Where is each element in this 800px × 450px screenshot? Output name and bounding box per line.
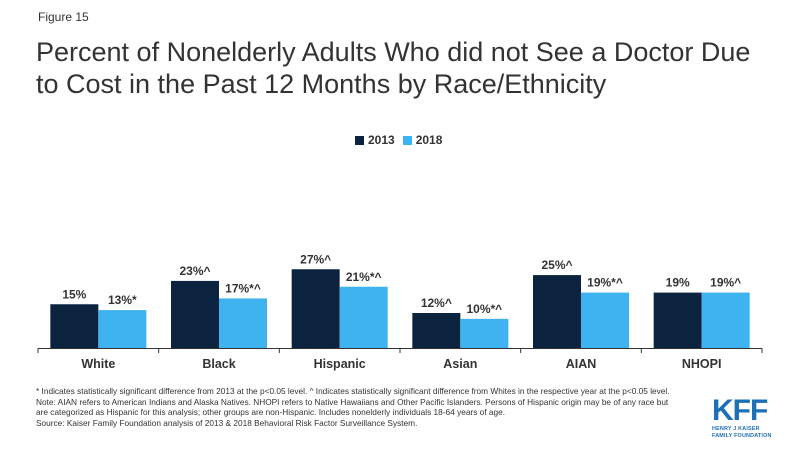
x-tick-label-hispanic: Hispanic (314, 357, 366, 371)
x-tick-label-black: Black (202, 357, 235, 371)
footnote-source: Source: Kaiser Family Foundation analysi… (36, 417, 418, 428)
data-label-asian-2018: 10%*^ (466, 302, 502, 316)
bar-white-2013 (50, 304, 99, 348)
bar-hispanic-2018 (339, 286, 388, 348)
data-label-aian-2018: 19%*^ (587, 276, 623, 290)
data-label-hispanic-2018: 21%*^ (346, 270, 382, 284)
x-tick-label-aian: AIAN (566, 357, 597, 371)
chart-legend: 2013 2018 (355, 133, 450, 147)
data-label-nhopi-2013: 19% (666, 276, 690, 290)
data-label-white-2018: 13%* (108, 293, 137, 307)
bar-nhopi-2018 (701, 292, 750, 348)
data-label-black-2018: 17%*^ (225, 281, 261, 295)
data-label-white-2013: 15% (62, 287, 86, 301)
legend-item-2013: 2013 (355, 133, 395, 147)
data-label-aian-2013: 25%^ (541, 258, 572, 272)
footnote-note: Note: AIAN refers to American Indians an… (36, 396, 669, 418)
data-label-black-2013: 23%^ (179, 264, 210, 278)
kff-logo: KFF HENRY J KAISER FAMILY FOUNDATION (712, 396, 776, 439)
legend-swatch-2013 (355, 135, 364, 145)
data-label-nhopi-2018: 19%^ (710, 276, 741, 290)
bar-aian-2013 (533, 275, 581, 348)
legend-item-2018: 2018 (402, 133, 443, 147)
bar-asian-2013 (412, 313, 461, 348)
data-label-asian-2013: 12%^ (421, 296, 452, 310)
legend-label-2013: 2013 (368, 133, 395, 147)
bar-asian-2018 (460, 318, 509, 348)
logo-line-1: HENRY J KAISER (712, 426, 760, 432)
logo-line-2: FAMILY FOUNDATION (712, 432, 772, 439)
bar-chart: 15% 13%* White 23%^ 17%*^ Black 27%^ 21%*^ Hispa… (37, 252, 763, 371)
footnotes: * Indicates statistically significant di… (36, 386, 676, 428)
legend-label-2018: 2018 (415, 133, 443, 147)
legend-swatch-2018 (402, 135, 412, 145)
bar-black-2018 (219, 298, 267, 348)
x-tick-label-white: White (81, 357, 115, 371)
figure-label: Figure 15 (38, 10, 89, 24)
bar-nhopi-2013 (653, 292, 702, 348)
bar-white-2018 (98, 310, 147, 348)
footnote-significance: * Indicates statistically significant di… (36, 386, 670, 396)
bar-aian-2018 (581, 292, 629, 348)
chart-title: Percent of Nonelderly Adults Who did not… (36, 37, 751, 99)
x-tick-label-asian: Asian (443, 357, 477, 371)
bar-black-2013 (171, 280, 219, 348)
x-tick-label-nhopi: NHOPI (682, 357, 722, 371)
logo-mark: KFF (712, 394, 768, 427)
data-label-hispanic-2013: 27%^ (300, 252, 331, 266)
bar-hispanic-2013 (291, 269, 340, 348)
